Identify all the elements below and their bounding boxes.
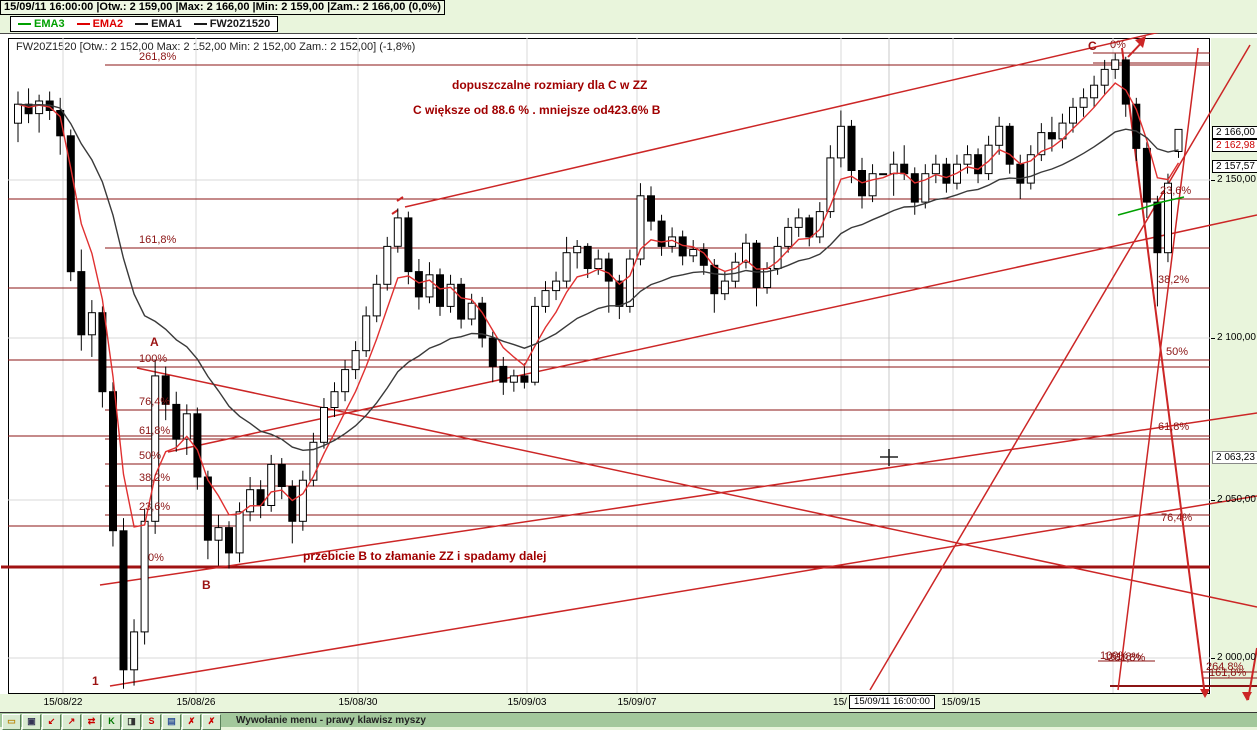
zigzag-button[interactable]: ⇄: [82, 714, 101, 730]
legend-swatch-icon: [193, 23, 207, 25]
date-label: 15/09/15: [941, 697, 981, 708]
delete-all-button[interactable]: ✗: [202, 714, 221, 730]
arrow-up-button[interactable]: ↗: [62, 714, 81, 730]
save-button[interactable]: ▣: [22, 714, 41, 730]
fib-level-label: 61,8%: [139, 425, 171, 437]
price-tick-mark: [1211, 500, 1215, 501]
legend-item-label: FW20Z1520: [209, 18, 271, 30]
annotation-break-warning: przebicie B to złamanie ZZ i spadamy dal…: [303, 549, 547, 563]
indicator-legend: EMA3 EMA2 EMA1 FW20Z1520: [10, 16, 279, 32]
status-hint: Wywołanie menu - prawy klawisz myszy: [236, 715, 426, 726]
price-tick-mark: [1211, 658, 1215, 659]
series-header: FW20Z1520 [Otw.: 2 152,00 Max: 2 152,00 …: [14, 41, 418, 53]
price-tick-label: 2 100,00: [1217, 332, 1256, 343]
legend-item-ema3[interactable]: EMA3: [18, 17, 65, 31]
s-tool-button[interactable]: S: [142, 714, 161, 730]
fib-level-label: 76,4%: [139, 396, 171, 408]
fib-level-label: 38,2%: [1158, 274, 1190, 286]
fib-level-label: 23,6%: [139, 501, 171, 513]
fib-level-label: 23,6%: [1160, 185, 1192, 197]
price-tick-mark: [1211, 180, 1215, 181]
crosshair-date-box: 15/09/11 16:00:00: [849, 695, 935, 709]
print-button[interactable]: ▤: [162, 714, 181, 730]
fib-level-label: 161,8%: [1104, 651, 1142, 663]
bottom-toolbar: ▭ ▣ ↙ ↗ ⇄ K ◨ S ▤ ✗ ✗ Wywołanie menu - prawy klawi…: [0, 712, 1257, 730]
legend-swatch-icon: [76, 23, 90, 25]
fib-level-label: 100%: [1100, 650, 1129, 662]
wave-label: 1: [92, 674, 99, 688]
annotation-zz-rule-title: dopuszczalne rozmiary dla C w ZZ: [452, 78, 648, 92]
price-marker-box: 2 063,23: [1212, 451, 1257, 464]
fib-level-label: 50%: [1166, 346, 1189, 358]
fib-level-label: 261,8%: [139, 51, 177, 63]
date-label: 15/08/30: [338, 697, 378, 708]
price-tick-label: 2 150,00: [1217, 174, 1256, 185]
date-label: 15/08/26: [176, 697, 216, 708]
wave-label: C: [1088, 39, 1097, 53]
price-tick-label: 2 000,00: [1217, 652, 1256, 663]
delete-button[interactable]: ✗: [182, 714, 201, 730]
legend-item-label: EMA1: [151, 18, 182, 30]
fib-level-label: 76,4%: [1161, 512, 1193, 524]
legend-item-ema1[interactable]: EMA1: [135, 17, 182, 31]
date-label: 15/: [833, 697, 847, 708]
open-button[interactable]: ▭: [2, 714, 21, 730]
legend-item-label: EMA2: [92, 18, 124, 30]
date-label: 15/09/03: [507, 697, 547, 708]
fib-level-label: 0%: [1110, 39, 1126, 51]
fib-level-label: 38,2%: [139, 472, 171, 484]
date-label: 15/08/22: [43, 697, 83, 708]
price-tick-mark: [1211, 338, 1215, 339]
annotation-zz-rule-detail: C większe od 88.6 % . mniejsze od423.6% …: [413, 103, 661, 117]
fib-level-label: 261,8%: [1108, 652, 1146, 664]
k-tool-button[interactable]: K: [102, 714, 121, 730]
legend-swatch-icon: [135, 23, 149, 25]
range-tool-button[interactable]: ◨: [122, 714, 141, 730]
legend-swatch-icon: [18, 23, 31, 25]
fib-level-label: 161,8%: [1209, 667, 1247, 679]
legend-item-ema2[interactable]: EMA2: [76, 17, 124, 31]
fib-level-label: 0%: [148, 552, 164, 564]
plot-frame: [8, 38, 1210, 694]
wave-label: A: [150, 335, 159, 349]
date-label: 15/09/07: [617, 697, 657, 708]
price-marker-box: 2 166,00: [1212, 126, 1257, 139]
price-chart-canvas[interactable]: [0, 33, 1257, 712]
price-marker-box: 2 162,98: [1212, 139, 1257, 152]
arrow-down-button[interactable]: ↙: [42, 714, 61, 730]
wave-label: B: [202, 578, 211, 592]
price-marker-box: 2 157,57: [1212, 160, 1257, 173]
fib-level-label: 100%: [139, 353, 168, 365]
fib-level-label: 50%: [139, 450, 162, 462]
legend-item-label: EMA3: [34, 18, 65, 30]
legend-item-fw20z1520[interactable]: FW20Z1520: [193, 17, 271, 31]
quote-info-bar: 15/09/11 16:00:00 |Otw.: 2 159,00 |Max: …: [0, 0, 445, 15]
fib-level-label: 161,8%: [139, 234, 177, 246]
price-tick-label: 2 050,00: [1217, 494, 1256, 505]
date-axis-strip: [0, 694, 1257, 712]
fib-level-label: 61,8%: [1158, 421, 1190, 433]
fib-level-label: 264,8%: [1206, 661, 1244, 673]
